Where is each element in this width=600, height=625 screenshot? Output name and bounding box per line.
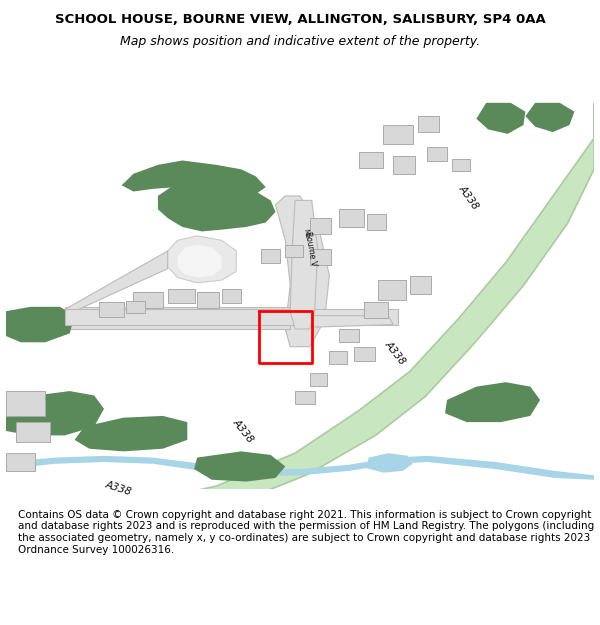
Bar bbox=[359, 152, 383, 168]
Text: Bourne V: Bourne V bbox=[303, 231, 318, 267]
Bar bbox=[410, 276, 431, 294]
Bar bbox=[383, 125, 413, 144]
Bar bbox=[6, 453, 35, 471]
Polygon shape bbox=[178, 245, 221, 278]
Polygon shape bbox=[74, 416, 187, 451]
Bar bbox=[310, 218, 331, 234]
Bar bbox=[427, 147, 447, 161]
Bar bbox=[329, 351, 347, 364]
Polygon shape bbox=[476, 102, 526, 134]
Bar bbox=[261, 249, 280, 263]
Polygon shape bbox=[65, 307, 290, 329]
Bar bbox=[364, 302, 388, 318]
Text: Map shows position and indicative extent of the property.: Map shows position and indicative extent… bbox=[120, 36, 480, 48]
Bar bbox=[133, 292, 163, 308]
Bar bbox=[310, 373, 328, 386]
Text: A338: A338 bbox=[232, 417, 256, 444]
Polygon shape bbox=[290, 201, 317, 329]
Bar bbox=[168, 289, 195, 303]
Bar bbox=[125, 301, 145, 313]
Bar bbox=[339, 329, 359, 342]
Bar bbox=[99, 302, 124, 316]
Polygon shape bbox=[6, 307, 74, 342]
Bar bbox=[310, 249, 331, 265]
Polygon shape bbox=[65, 251, 168, 316]
Bar bbox=[6, 391, 45, 416]
Text: Mo: Mo bbox=[302, 229, 310, 239]
Polygon shape bbox=[168, 236, 236, 283]
Bar bbox=[367, 214, 386, 229]
Polygon shape bbox=[122, 161, 266, 194]
Polygon shape bbox=[312, 316, 393, 328]
Bar bbox=[16, 422, 50, 442]
Bar bbox=[221, 289, 241, 303]
Text: A338: A338 bbox=[104, 480, 133, 498]
Polygon shape bbox=[526, 102, 574, 132]
Polygon shape bbox=[275, 196, 329, 347]
Bar bbox=[339, 209, 364, 227]
Bar bbox=[354, 347, 376, 361]
Bar bbox=[393, 156, 415, 174]
Bar bbox=[418, 116, 439, 132]
Polygon shape bbox=[367, 453, 413, 472]
Polygon shape bbox=[445, 382, 540, 422]
Bar bbox=[379, 280, 406, 300]
Bar bbox=[295, 391, 315, 404]
Bar bbox=[286, 245, 303, 257]
Text: SCHOOL HOUSE, BOURNE VIEW, ALLINGTON, SALISBURY, SP4 0AA: SCHOOL HOUSE, BOURNE VIEW, ALLINGTON, SA… bbox=[55, 12, 545, 26]
Polygon shape bbox=[6, 391, 104, 436]
Polygon shape bbox=[6, 456, 594, 480]
Bar bbox=[197, 292, 218, 308]
Bar bbox=[452, 159, 470, 171]
Polygon shape bbox=[158, 178, 275, 231]
Polygon shape bbox=[65, 309, 398, 324]
Text: Contains OS data © Crown copyright and database right 2021. This information is : Contains OS data © Crown copyright and d… bbox=[18, 510, 594, 554]
Polygon shape bbox=[6, 102, 594, 536]
Text: A338: A338 bbox=[457, 183, 481, 211]
Polygon shape bbox=[194, 451, 286, 481]
Text: A338: A338 bbox=[383, 339, 408, 366]
